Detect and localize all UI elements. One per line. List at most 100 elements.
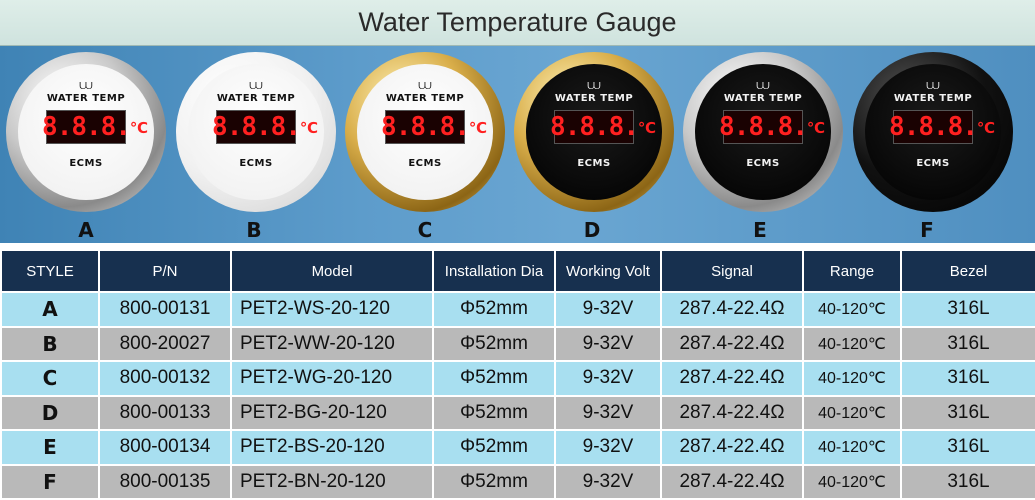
cell-pn: 800-00133 (98, 394, 232, 431)
cell-style: B (0, 325, 100, 362)
cell-model: PET2-WS-20-120 (230, 291, 434, 328)
column-header-model: Model (230, 249, 434, 293)
column-header-signal: Signal (660, 249, 804, 293)
gauge-label-e: E (753, 218, 767, 242)
cell-signal: 287.4-22.4Ω (660, 325, 804, 362)
cell-dia: Φ52mm (432, 429, 556, 466)
cell-model: PET2-WW-20-120 (230, 325, 434, 362)
cell-volt: 9-32V (554, 429, 662, 466)
unit-label: ℃ (299, 119, 318, 137)
gauge-b: ⩊ WATER TEMP 8.8.8. ℃ ECMS (176, 52, 336, 212)
thermometer-water-icon: ⩊ (756, 77, 770, 92)
gauge-title: WATER TEMP (385, 93, 465, 104)
column-header-range: Range (802, 249, 902, 293)
cell-style: C (0, 360, 100, 397)
cell-model: PET2-BG-20-120 (230, 394, 434, 431)
cell-bezel: 316L (900, 394, 1035, 431)
cell-range: 40-120℃ (802, 463, 902, 500)
cell-volt: 9-32V (554, 463, 662, 500)
cell-bezel: 316L (900, 463, 1035, 500)
cell-pn: 800-00134 (98, 429, 232, 466)
column-header-style: STYLE (0, 249, 100, 293)
cell-volt: 9-32V (554, 394, 662, 431)
gauge-face: ⩊ WATER TEMP 8.8.8. ℃ ECMS (18, 64, 154, 200)
thermometer-water-icon: ⩊ (587, 77, 601, 92)
thermometer-water-icon: ⩊ (418, 77, 432, 92)
gauge-label-f: F (920, 218, 934, 242)
cell-bezel: 316L (900, 291, 1035, 328)
cell-style: E (0, 429, 100, 466)
digital-display: 8.8.8. ℃ (889, 110, 995, 144)
table-row: A 800-00131 PET2-WS-20-120 Φ52mm 9-32V 2… (0, 291, 1035, 328)
column-header-bezel: Bezel (900, 249, 1035, 293)
table-row: D 800-00133 PET2-BG-20-120 Φ52mm 9-32V 2… (0, 394, 1035, 431)
cell-dia: Φ52mm (432, 360, 556, 397)
gauge-f: ⩊ WATER TEMP 8.8.8. ℃ ECMS (853, 52, 1013, 212)
cell-volt: 9-32V (554, 325, 662, 362)
unit-label: ℃ (637, 119, 656, 137)
cell-bezel: 316L (900, 360, 1035, 397)
cell-pn: 800-00135 (98, 463, 232, 500)
digital-display: 8.8.8. ℃ (212, 110, 318, 144)
brand-logo: ECMS (577, 158, 611, 169)
gauge-face: ⩊ WATER TEMP 8.8.8. ℃ ECMS (865, 64, 1001, 200)
cell-range: 40-120℃ (802, 394, 902, 431)
spec-table: STYLE P/N Model Installation Dia Working… (0, 249, 1035, 500)
cell-signal: 287.4-22.4Ω (660, 463, 804, 500)
page-title: Water Temperature Gauge (358, 7, 677, 37)
thermometer-water-icon: ⩊ (79, 77, 93, 92)
cell-volt: 9-32V (554, 360, 662, 397)
unit-label: ℃ (129, 119, 148, 137)
unit-label: ℃ (468, 119, 487, 137)
cell-pn: 800-00132 (98, 360, 232, 397)
gauge-label-b: B (246, 218, 262, 242)
table-row: B 800-20027 PET2-WW-20-120 Φ52mm 9-32V 2… (0, 325, 1035, 362)
cell-signal: 287.4-22.4Ω (660, 394, 804, 431)
brand-logo: ECMS (239, 158, 273, 169)
table-row: F 800-00135 PET2-BN-20-120 Φ52mm 9-32V 2… (0, 463, 1035, 500)
brand-logo: ECMS (746, 158, 780, 169)
cell-signal: 287.4-22.4Ω (660, 429, 804, 466)
gauge-d: ⩊ WATER TEMP 8.8.8. ℃ ECMS (514, 52, 674, 212)
digital-display: 8.8.8. ℃ (42, 110, 148, 144)
table-row: E 800-00134 PET2-BS-20-120 Φ52mm 9-32V 2… (0, 429, 1035, 466)
gauge-e: ⩊ WATER TEMP 8.8.8. ℃ ECMS (683, 52, 843, 212)
page-title-bar: Water Temperature Gauge (0, 0, 1035, 46)
brand-logo: ECMS (69, 158, 103, 169)
gauge-a: ⩊ WATER TEMP 8.8.8. ℃ ECMS (6, 52, 166, 212)
gauge-c: ⩊ WATER TEMP 8.8.8. ℃ ECMS (345, 52, 505, 212)
digital-display: 8.8.8. ℃ (550, 110, 656, 144)
gauge-label-d: D (583, 218, 601, 242)
digital-display: 8.8.8. ℃ (381, 110, 487, 144)
thermometer-water-icon: ⩊ (249, 77, 263, 92)
gauge-title: WATER TEMP (46, 93, 126, 104)
cell-model: PET2-BN-20-120 (230, 463, 434, 500)
cell-signal: 287.4-22.4Ω (660, 360, 804, 397)
table-header-row: STYLE P/N Model Installation Dia Working… (0, 249, 1035, 293)
cell-range: 40-120℃ (802, 360, 902, 397)
cell-range: 40-120℃ (802, 325, 902, 362)
gauge-title: WATER TEMP (554, 93, 634, 104)
gauge-showcase: ⩊ WATER TEMP 8.8.8. ℃ ECMS A ⩊ WATER TEM… (0, 46, 1035, 243)
column-header-installation-dia: Installation Dia (432, 249, 556, 293)
gauge-face: ⩊ WATER TEMP 8.8.8. ℃ ECMS (357, 64, 493, 200)
gauge-face: ⩊ WATER TEMP 8.8.8. ℃ ECMS (526, 64, 662, 200)
gauge-face: ⩊ WATER TEMP 8.8.8. ℃ ECMS (188, 64, 324, 200)
cell-pn: 800-00131 (98, 291, 232, 328)
digital-display: 8.8.8. ℃ (719, 110, 825, 144)
column-header-working-volt: Working Volt (554, 249, 662, 293)
cell-range: 40-120℃ (802, 429, 902, 466)
cell-style: D (0, 394, 100, 431)
unit-label: ℃ (976, 119, 995, 137)
gauge-label-a: A (78, 218, 94, 242)
cell-dia: Φ52mm (432, 325, 556, 362)
gauge-title: WATER TEMP (216, 93, 296, 104)
gauge-title: WATER TEMP (893, 93, 973, 104)
cell-range: 40-120℃ (802, 291, 902, 328)
cell-model: PET2-BS-20-120 (230, 429, 434, 466)
gauge-label-c: C (417, 218, 433, 242)
thermometer-water-icon: ⩊ (926, 77, 940, 92)
cell-volt: 9-32V (554, 291, 662, 328)
cell-dia: Φ52mm (432, 291, 556, 328)
unit-label: ℃ (806, 119, 825, 137)
